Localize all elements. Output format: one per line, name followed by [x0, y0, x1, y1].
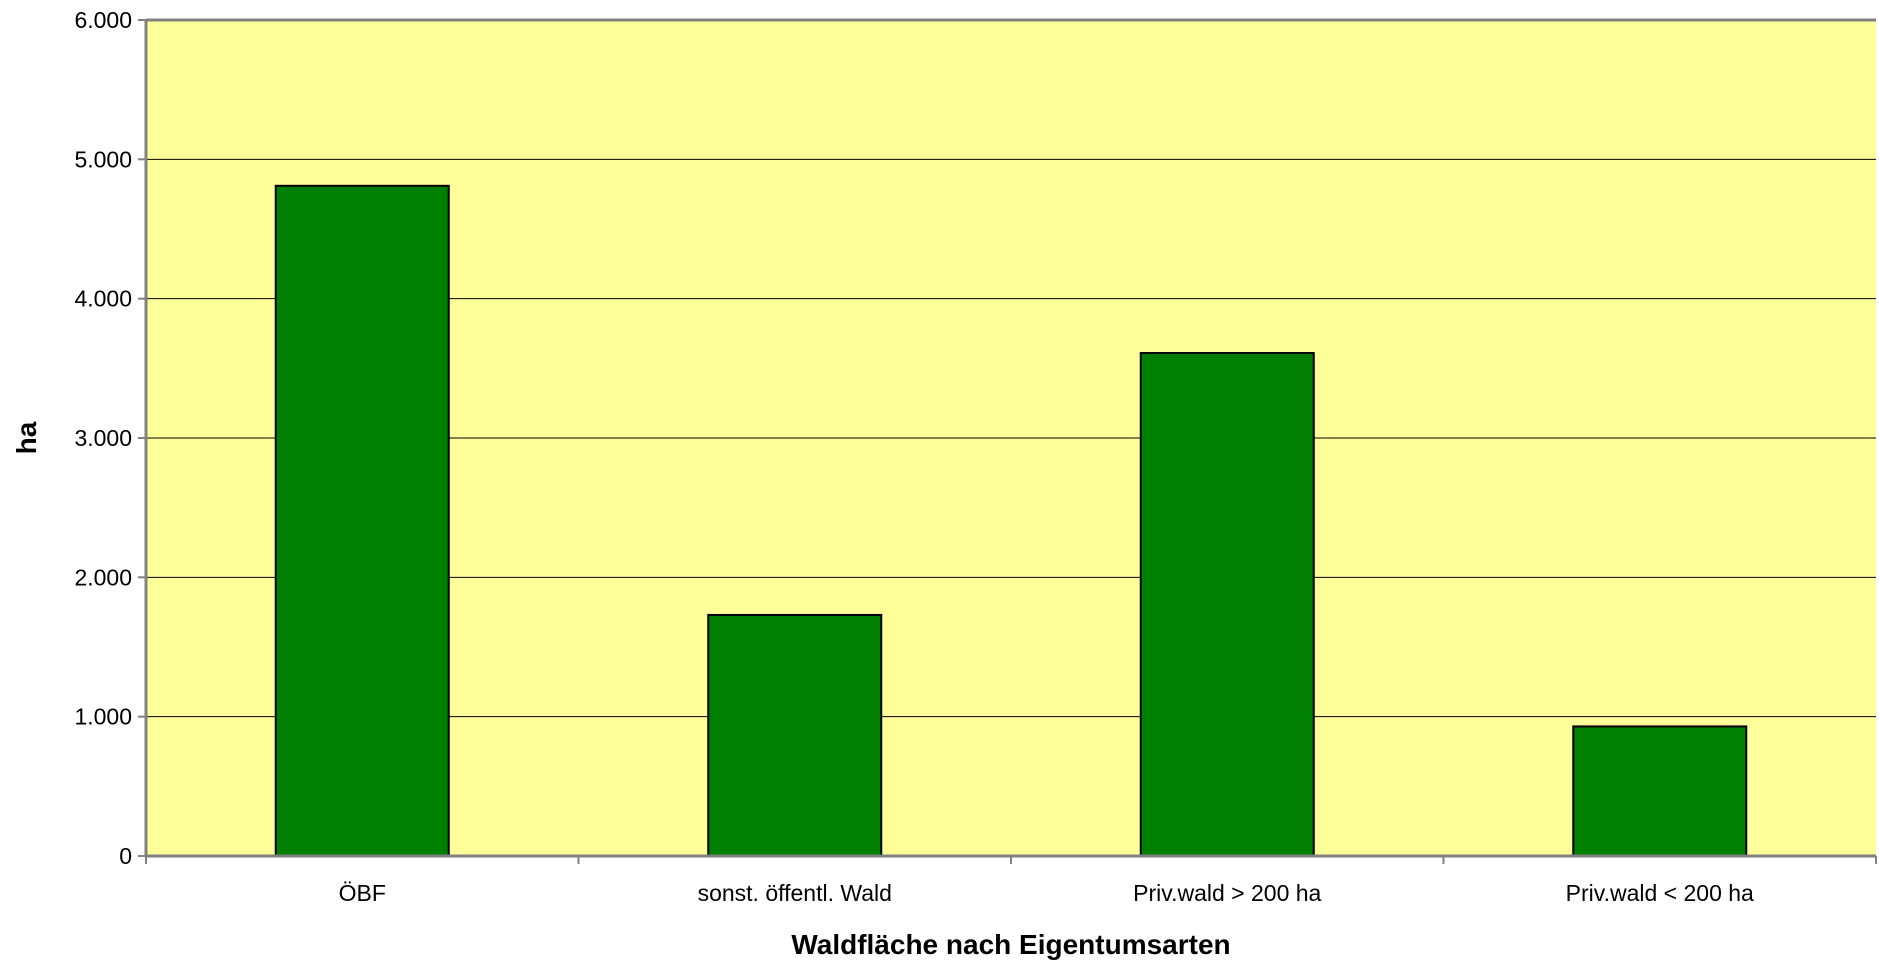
x-tick-label: sonst. öffentl. Wald	[698, 880, 892, 906]
y-tick-labels: 0 1.000 2.000 3.000 4.000 5.000 6.000	[74, 7, 132, 869]
y-tick-label: 2.000	[74, 564, 132, 590]
y-tick-label: 5.000	[74, 146, 132, 172]
bar	[707, 613, 883, 857]
x-tick-label: Priv.wald > 200 ha	[1133, 880, 1321, 906]
y-tick-label: 1.000	[74, 704, 132, 730]
y-tick-label: 3.000	[74, 425, 132, 451]
x-tick-label: Priv.wald < 200 ha	[1566, 880, 1754, 906]
axes	[138, 18, 1877, 864]
x-tick-labels: ÖBF sonst. öffentl. Wald Priv.wald > 200 h…	[339, 880, 1754, 906]
bar	[274, 184, 450, 858]
y-tick-label: 6.000	[74, 7, 132, 33]
bar	[1139, 352, 1315, 857]
y-tick-label: 0	[119, 843, 132, 869]
bar	[1572, 725, 1748, 857]
bars	[274, 184, 1748, 858]
x-tick-label: ÖBF	[339, 880, 386, 906]
y-axis-title: ha	[11, 421, 42, 454]
y-tick-label: 4.000	[74, 286, 132, 312]
x-axis-title: Waldfläche nach Eigentumsarten	[791, 929, 1230, 960]
